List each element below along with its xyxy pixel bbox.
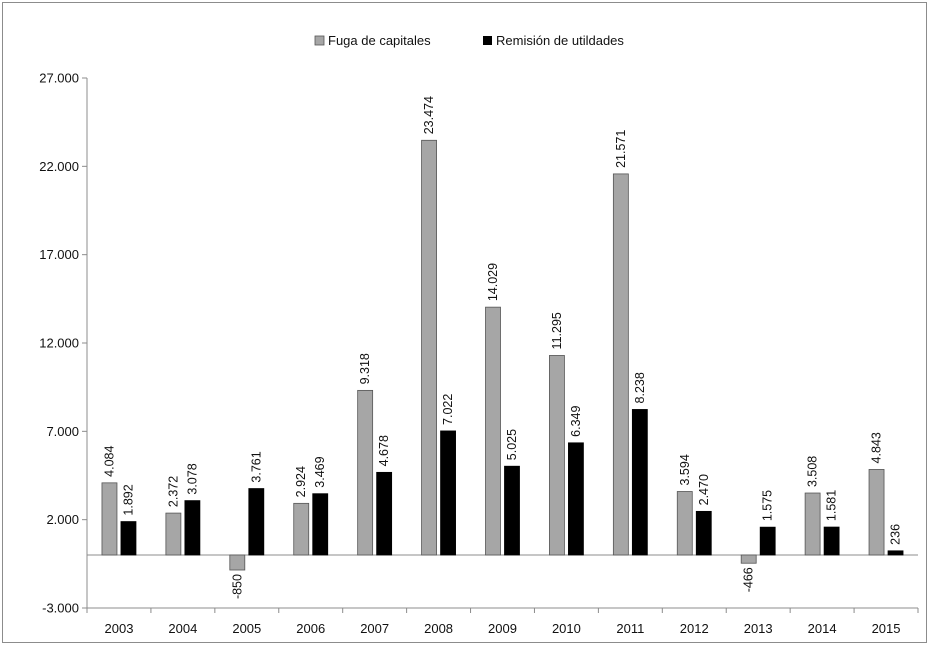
x-tick-label: 2015 [872, 621, 901, 636]
x-tick-label: 2005 [232, 621, 261, 636]
bar-remision-de-utilidades [376, 471, 393, 556]
data-label: 3.594 [678, 454, 692, 485]
data-label: -850 [230, 574, 244, 599]
y-tick-label: 27.000 [39, 71, 79, 86]
x-tick-label: 2012 [680, 621, 709, 636]
y-tick-label: -3.000 [42, 601, 79, 616]
x-tick-label: 2009 [488, 621, 517, 636]
bar-remision-de-utilidades [440, 430, 456, 556]
bar-remision-de-utilidades [248, 488, 265, 556]
data-label: 4.678 [377, 435, 391, 466]
bar-remision-de-utilidades [312, 493, 329, 556]
data-label: 3.469 [313, 456, 327, 487]
bar-fuga-de-capitales [676, 491, 693, 556]
x-tick-label: 2011 [616, 621, 644, 636]
data-label: 1.581 [825, 490, 839, 521]
bar-remision-de-utilidades [504, 465, 520, 556]
y-tick-label: 22.000 [39, 159, 79, 174]
bar-remision-de-utilidades [823, 526, 840, 556]
bar-remision-de-utilidades [184, 500, 201, 556]
bar-fuga-de-capitales [293, 502, 310, 556]
x-tick-label: 2007 [360, 621, 389, 636]
data-label: 2.470 [697, 474, 711, 505]
data-label: 9.318 [358, 353, 372, 384]
data-label: 4.084 [102, 446, 116, 477]
data-label: 236 [889, 524, 903, 545]
data-label: 2.372 [166, 476, 180, 507]
data-label: 23.474 [422, 96, 436, 134]
legend-label-fuga: Fuga de capitales [328, 33, 431, 48]
bar-remision-de-utilidades [887, 550, 904, 556]
bar-fuga-de-capitales [357, 389, 374, 556]
legend-label-remision: Remisión de utildades [496, 33, 624, 48]
bar-remision-de-utilidades [759, 526, 776, 556]
data-label: 11.295 [550, 312, 564, 349]
bar-fuga-de-capitales [612, 173, 629, 556]
y-tick-label: 2.000 [46, 512, 79, 527]
data-label: 5.025 [505, 429, 519, 460]
legend-swatch-fuga [314, 35, 325, 46]
data-label: -466 [742, 567, 756, 592]
data-label: 6.349 [569, 406, 583, 437]
bar-fuga-de-capitales [101, 482, 118, 556]
data-label: 7.022 [441, 394, 455, 425]
y-tick-label: 17.000 [39, 247, 79, 262]
data-label: 3.508 [806, 456, 820, 487]
data-label: 3.078 [185, 463, 199, 494]
x-tick-label: 2006 [296, 621, 325, 636]
data-label: 21.571 [614, 130, 628, 168]
x-tick-label: 2008 [424, 621, 453, 636]
data-label: 8.238 [633, 372, 647, 403]
x-tick-label: 2004 [168, 621, 197, 636]
bar-remision-de-utilidades [568, 442, 584, 556]
legend-swatch-remision [483, 36, 492, 45]
x-tick-label: 2013 [744, 621, 773, 636]
data-label: 14.029 [486, 263, 500, 301]
legend: Fuga de capitales Remisión de utildades [314, 33, 624, 48]
data-label: 2.924 [294, 466, 308, 497]
x-tick-label: 2003 [105, 621, 134, 636]
bar-fuga-de-capitales [165, 512, 182, 556]
bar-remision-de-utilidades [631, 409, 648, 556]
bar-fuga-de-capitales [549, 355, 565, 556]
bar-fuga-de-capitales [421, 139, 437, 556]
y-tick-label: 7.000 [46, 424, 79, 439]
bar-fuga-de-capitales [804, 492, 821, 556]
bar-remision-de-utilidades [695, 510, 712, 556]
data-label: 1.892 [121, 484, 135, 515]
bar-fuga-de-capitales [868, 469, 885, 556]
data-label: 4.843 [870, 432, 884, 463]
y-tick-label: 12.000 [39, 336, 79, 351]
data-label: 1.575 [761, 490, 775, 521]
bar-fuga-de-capitales [229, 554, 246, 571]
bar-chart: Fuga de capitales Remisión de utildades … [39, 33, 919, 636]
bar-fuga-de-capitales [740, 554, 757, 564]
bar-remision-de-utilidades [120, 521, 137, 556]
x-tick-label: 2010 [552, 621, 581, 636]
data-label: 3.761 [249, 451, 263, 482]
x-tick-label: 2014 [808, 621, 837, 636]
bar-fuga-de-capitales [485, 306, 501, 556]
plot-area: -3.000 2.000 7.000 12.000 17.000 22.000 27.000… [39, 71, 919, 636]
